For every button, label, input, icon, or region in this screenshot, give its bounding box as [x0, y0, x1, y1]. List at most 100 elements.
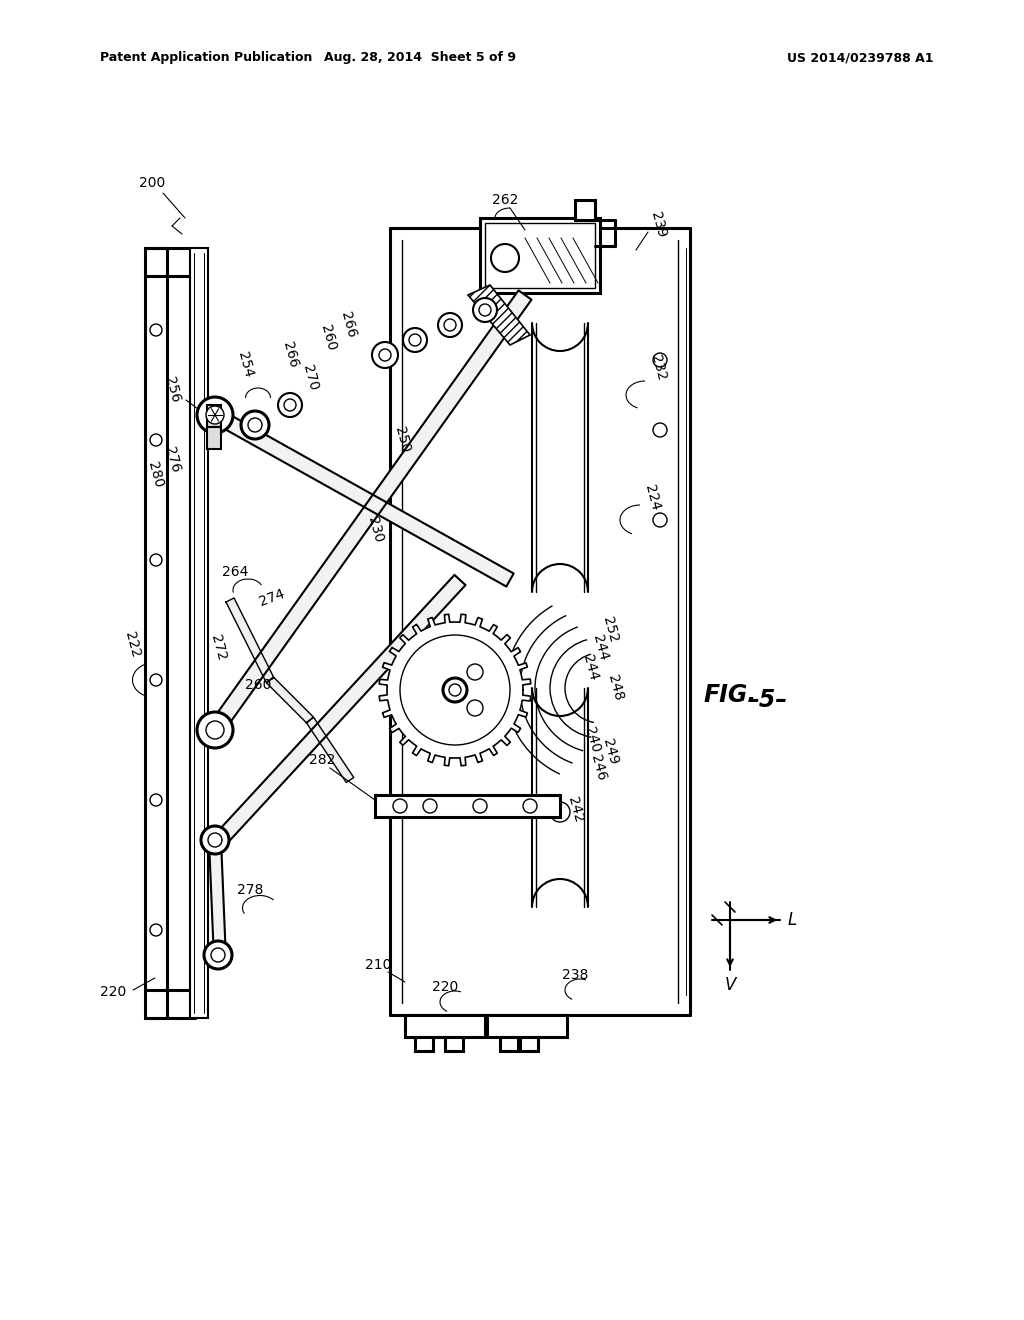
Text: 260: 260 [317, 323, 338, 352]
Circle shape [409, 334, 421, 346]
Text: Aug. 28, 2014  Sheet 5 of 9: Aug. 28, 2014 Sheet 5 of 9 [324, 51, 516, 65]
Circle shape [379, 348, 391, 360]
Text: L: L [787, 911, 797, 929]
Circle shape [150, 323, 162, 337]
Text: 244: 244 [590, 634, 610, 663]
Circle shape [197, 397, 233, 433]
Circle shape [201, 826, 229, 854]
Circle shape [523, 799, 537, 813]
Circle shape [150, 795, 162, 807]
Circle shape [473, 799, 487, 813]
Polygon shape [226, 598, 274, 682]
Bar [500, 1038, 518, 1051]
Polygon shape [306, 718, 353, 783]
Polygon shape [209, 840, 226, 960]
Bar [190, 248, 208, 1018]
Circle shape [284, 399, 296, 411]
Circle shape [241, 411, 269, 440]
Text: 252: 252 [600, 615, 621, 644]
Bar [480, 218, 600, 293]
Polygon shape [379, 614, 530, 766]
Polygon shape [468, 285, 530, 345]
Circle shape [278, 393, 302, 417]
Text: 248: 248 [605, 673, 626, 702]
Bar [575, 201, 595, 220]
Circle shape [479, 304, 490, 315]
Bar [520, 1038, 538, 1051]
Text: 274: 274 [257, 587, 287, 609]
Polygon shape [267, 677, 313, 723]
Text: 260: 260 [245, 678, 271, 692]
Circle shape [150, 434, 162, 446]
Bar [207, 405, 221, 426]
Circle shape [204, 941, 232, 969]
Text: 276: 276 [162, 445, 182, 475]
Circle shape [438, 313, 462, 337]
Circle shape [467, 664, 483, 680]
Text: V: V [724, 975, 735, 994]
Text: 200: 200 [139, 176, 165, 190]
Bar [485, 223, 595, 288]
Text: 224: 224 [642, 483, 663, 512]
Text: FIG.: FIG. [703, 682, 757, 708]
Text: 254: 254 [234, 351, 255, 379]
Text: 210: 210 [365, 958, 391, 972]
Circle shape [490, 244, 519, 272]
Text: Patent Application Publication: Patent Application Publication [100, 51, 312, 65]
Circle shape [248, 418, 262, 432]
Circle shape [206, 407, 224, 424]
Bar [145, 248, 167, 1018]
Text: 246: 246 [588, 754, 608, 783]
Circle shape [150, 924, 162, 936]
Bar [487, 1015, 567, 1038]
Circle shape [393, 799, 407, 813]
Text: 250: 250 [392, 425, 412, 454]
Text: 220: 220 [100, 985, 126, 999]
Circle shape [449, 684, 461, 696]
Circle shape [211, 948, 225, 962]
Text: 270: 270 [300, 363, 321, 392]
Text: 278: 278 [237, 883, 263, 898]
Circle shape [197, 711, 233, 748]
Circle shape [208, 833, 222, 847]
Bar [415, 1038, 433, 1051]
Text: 230: 230 [365, 516, 385, 544]
Text: 242: 242 [565, 796, 585, 825]
Text: 240: 240 [582, 726, 602, 755]
Text: 266: 266 [338, 310, 358, 339]
Text: 239: 239 [648, 210, 669, 239]
Text: 272: 272 [208, 634, 228, 663]
Circle shape [473, 298, 497, 322]
Text: 244: 244 [580, 653, 600, 682]
Text: 232: 232 [648, 354, 668, 383]
Text: 264: 264 [222, 565, 248, 579]
Polygon shape [211, 408, 514, 586]
Bar [207, 426, 221, 449]
Circle shape [444, 319, 456, 331]
Circle shape [206, 721, 224, 739]
Circle shape [653, 352, 667, 367]
Text: 249: 249 [600, 738, 621, 767]
Circle shape [150, 675, 162, 686]
Circle shape [653, 422, 667, 437]
Text: 280: 280 [144, 461, 165, 490]
Circle shape [423, 799, 437, 813]
Polygon shape [209, 290, 531, 735]
Circle shape [550, 803, 570, 822]
Text: 220: 220 [432, 979, 458, 994]
Text: 256: 256 [162, 375, 182, 404]
Bar [406, 1015, 485, 1038]
Circle shape [400, 635, 510, 744]
Bar [375, 795, 560, 817]
Circle shape [372, 342, 398, 368]
Text: 238: 238 [562, 968, 588, 982]
Polygon shape [214, 576, 466, 845]
Circle shape [653, 513, 667, 527]
Text: 222: 222 [122, 631, 142, 660]
Circle shape [150, 554, 162, 566]
Circle shape [467, 700, 483, 715]
Text: US 2014/0239788 A1: US 2014/0239788 A1 [786, 51, 933, 65]
Text: 282: 282 [309, 752, 335, 767]
Text: –5–: –5– [748, 688, 788, 711]
Bar [445, 1038, 463, 1051]
